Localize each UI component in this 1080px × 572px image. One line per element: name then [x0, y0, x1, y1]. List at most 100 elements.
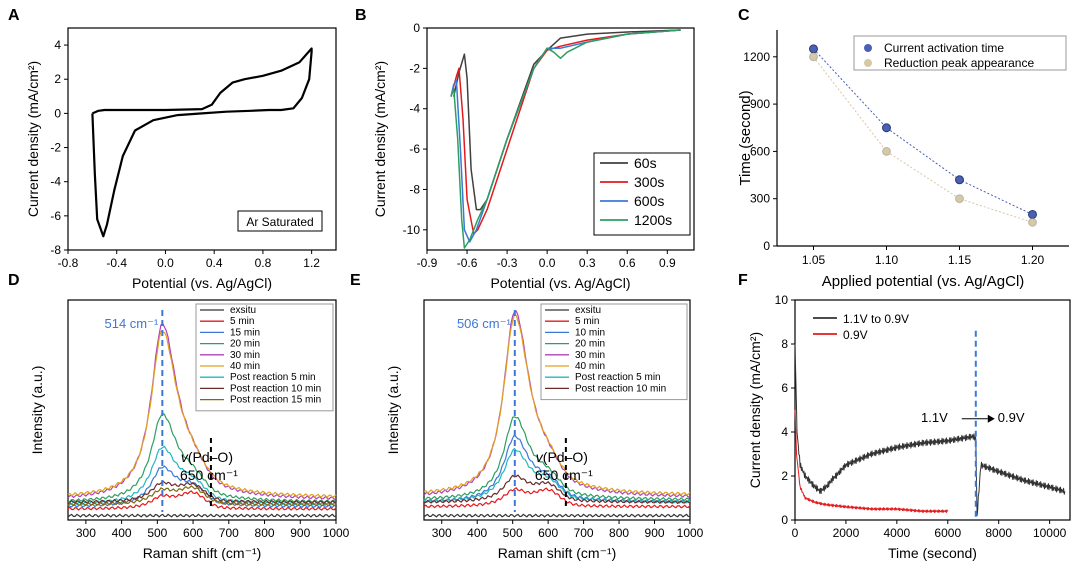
x-tick-label: 500	[147, 526, 167, 540]
x-tick-label: 0	[792, 526, 799, 540]
trend-line	[813, 48, 1033, 215]
legend-label: 1200s	[634, 212, 672, 228]
x-tick-label: 0.3	[579, 256, 596, 270]
x-tick-label: 300	[76, 526, 96, 540]
y-tick-label: 0	[413, 21, 420, 35]
x-tick-label: 800	[255, 526, 275, 540]
legend-label: exsitu	[230, 305, 256, 316]
legend-label: Post reaction 5 min	[230, 372, 316, 383]
series-line-cv	[91, 47, 313, 238]
y-tick-label: 2	[781, 469, 788, 483]
y-tick-label: 0	[54, 106, 61, 120]
plot-frame	[426, 27, 695, 251]
x-tick-label: 400	[467, 526, 487, 540]
legend-label: 15 min	[230, 327, 260, 338]
y-tick-label: 300	[750, 192, 770, 206]
switch-arrow-head	[987, 414, 995, 423]
data-point	[955, 194, 964, 204]
x-tick-label: 0.4	[206, 256, 223, 270]
legend-marker	[864, 44, 872, 52]
x-tick-label: 400	[112, 526, 132, 540]
series-line-5-min	[423, 487, 691, 509]
annotation-to: 0.9V	[998, 410, 1025, 425]
y-tick-label: -10	[403, 223, 421, 237]
legend-label: Post reaction 10 min	[230, 383, 321, 394]
series-line-30-min	[423, 310, 691, 498]
y-axis-label: Current density (mA/cm²)	[25, 61, 41, 217]
x-tick-label: 1.15	[948, 253, 972, 267]
data-point	[809, 44, 818, 54]
legend-box	[853, 35, 1067, 71]
data-point	[1028, 209, 1037, 219]
y-tick-label: 10	[775, 293, 789, 307]
series-line-40-min	[67, 330, 337, 498]
legend-label: 300s	[634, 174, 664, 190]
series-line-5-min	[67, 490, 337, 511]
x-tick-label: 0.0	[539, 256, 556, 270]
trend-line	[813, 56, 1033, 223]
legend-label: Post reaction 15 min	[230, 395, 321, 406]
legend-label: 40 min	[230, 361, 260, 372]
x-tick-label: 800	[609, 526, 629, 540]
x-tick-label: 900	[290, 526, 310, 540]
y-tick-label: 1200	[743, 50, 770, 64]
series-line-exsitu	[423, 513, 691, 518]
series-line-post-reaction-5-min	[423, 447, 691, 504]
x-tick-label: 8000	[985, 526, 1012, 540]
legend-marker	[864, 59, 872, 67]
plot-frame	[423, 299, 691, 521]
pd-o-rest: (Pd–O)	[188, 449, 233, 465]
x-tick-label: 600	[538, 526, 558, 540]
x-tick-label: 900	[645, 526, 665, 540]
x-tick-label: 1000	[323, 526, 350, 540]
panel-d: D 300 400 500 600 700 800 900 1000 Raman shift (c…	[8, 272, 350, 561]
x-axis-label: Time (second)	[888, 545, 977, 561]
y-axis-label: Current density (mA/cm²)	[747, 332, 763, 488]
panel-b: B -0.9 -0.6 -0.3 0.0 0.3 0.6 0.9 -10 -8 -6 -4 -2 0 Pot…	[355, 7, 695, 291]
legend-label: exsitu	[575, 305, 601, 316]
pd-o-value: 650 cm⁻¹	[535, 467, 593, 483]
x-tick-label: 0.8	[255, 256, 272, 270]
panel-label: F	[738, 272, 748, 289]
y-tick-label: -8	[50, 243, 61, 257]
series-line-1-1v-to-0-9v	[794, 343, 1066, 517]
series-line-20-min	[67, 412, 337, 504]
y-tick-label: 0	[781, 513, 788, 527]
peak-label: 514 cm⁻¹	[105, 316, 159, 331]
y-axis-label: Intensity (a.u.)	[385, 366, 401, 455]
legend-label: 40 min	[575, 361, 605, 372]
panel-c: C 1.05 1.10 1.15 1.20 0 300 600 900 1200 Applied p…	[737, 7, 1069, 290]
panel-f: F 0 2000 4000 6000 8000 10000 0 2 4 6 8 10 Time (seco…	[738, 272, 1071, 561]
x-tick-label: -0.8	[58, 256, 79, 270]
x-axis-label: Raman shift (cm⁻¹)	[143, 545, 262, 561]
y-tick-label: 900	[750, 97, 770, 111]
panel-e: E 300 400 500 600 700 800 900 1000 Raman shift (c…	[350, 272, 704, 561]
y-tick-label: -4	[50, 175, 61, 189]
legend-label: 600s	[634, 193, 664, 209]
y-axis-label: Intensity (a.u.)	[29, 366, 45, 455]
series-line-post-reaction-15-min	[67, 485, 337, 507]
legend-label: Post reaction 10 min	[575, 383, 666, 394]
x-tick-label: 0.6	[619, 256, 636, 270]
y-tick-label: -4	[409, 102, 420, 116]
x-tick-label: 1000	[677, 526, 704, 540]
legend-label: 60s	[634, 155, 657, 171]
x-tick-label: 1.10	[875, 253, 899, 267]
y-tick-label: 4	[781, 425, 788, 439]
series-line-300s	[450, 29, 681, 235]
series-line-0-9v	[794, 409, 949, 513]
x-tick-label: -0.9	[417, 256, 438, 270]
x-tick-label: 1.2	[303, 256, 320, 270]
plot-frame	[67, 299, 337, 521]
legend-label: Post reaction 5 min	[575, 372, 661, 383]
annotation-ar-saturated: Ar Saturated	[246, 215, 313, 229]
series-line-20-min	[423, 416, 691, 501]
x-tick-label: 4000	[884, 526, 911, 540]
legend-label: 20 min	[575, 339, 605, 350]
series-line-post-reaction-10-min	[423, 474, 691, 504]
y-tick-label: -2	[50, 141, 61, 155]
pd-o-value: 650 cm⁻¹	[180, 467, 238, 483]
series-line-40-min	[423, 314, 691, 496]
series-line-post-reaction-10-min	[67, 480, 337, 504]
